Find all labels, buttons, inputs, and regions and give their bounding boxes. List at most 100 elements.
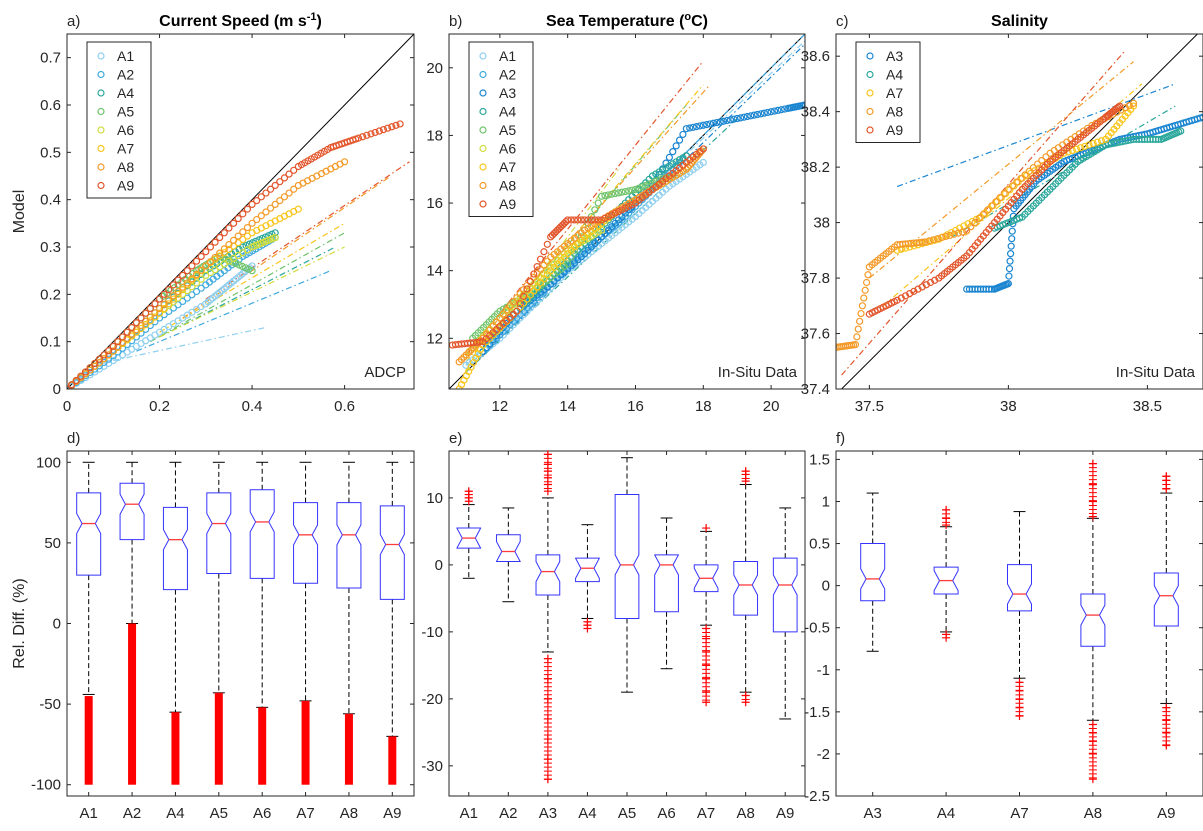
data-point — [954, 229, 962, 237]
data-point — [555, 224, 563, 233]
data-point — [169, 292, 178, 300]
legend-marker-A8 — [479, 181, 487, 190]
outlier-marker — [543, 756, 552, 763]
box-A2: A2 — [119, 451, 145, 822]
legend-label: A1 — [499, 48, 516, 64]
fit-line-A9 — [205, 161, 410, 300]
data-point — [197, 284, 205, 292]
data-point — [105, 355, 113, 363]
box-A5: A5 — [206, 451, 232, 822]
data-point — [266, 204, 275, 212]
data-point — [713, 118, 721, 127]
data-point — [91, 362, 99, 370]
data-point — [216, 249, 224, 257]
box-body — [1153, 572, 1179, 627]
data-point — [367, 130, 375, 138]
y-tick-label: 0.6 — [40, 97, 61, 114]
box-A9: A9 — [772, 451, 798, 822]
plot-area — [67, 34, 414, 389]
y-tick-label: 20 — [426, 60, 443, 77]
data-point — [81, 368, 90, 376]
legend-label: A4 — [499, 104, 516, 120]
data-point — [86, 366, 94, 374]
legend-label: A4 — [117, 85, 134, 101]
y-tick-label: -1 — [817, 662, 830, 679]
data-point — [689, 123, 697, 131]
fit-line-A3 — [465, 43, 805, 373]
y-tick-label: 100 — [36, 454, 61, 471]
box-A8: A8 — [1080, 451, 1106, 822]
data-point — [1097, 137, 1106, 145]
x-tick-label: A2 — [123, 805, 141, 822]
data-point — [1029, 164, 1038, 172]
box-body — [379, 505, 405, 600]
y-tick-label: 0.5 — [40, 144, 61, 161]
data-point — [733, 114, 741, 123]
legend-marker-A6 — [479, 144, 487, 153]
data-point — [760, 109, 768, 117]
data-point — [1129, 99, 1138, 107]
axes-frame — [448, 33, 806, 390]
outlier-marker — [702, 660, 711, 667]
y-tick-label: -0.5 — [804, 620, 830, 637]
outlier-marker — [1088, 729, 1097, 736]
legend-label: A3 — [499, 85, 516, 101]
data-point — [925, 237, 933, 245]
data-point — [621, 187, 629, 196]
data-point — [858, 302, 867, 310]
box-body — [575, 557, 600, 583]
legend-marker-A6 — [97, 126, 105, 134]
outlier-marker — [543, 776, 552, 783]
data-point — [211, 253, 219, 262]
data-point — [669, 148, 677, 156]
data-point — [276, 197, 284, 205]
data-point — [730, 115, 738, 123]
x-tick-label: A9 — [776, 805, 794, 822]
data-point — [611, 189, 619, 198]
data-point — [1154, 135, 1163, 143]
box-body — [535, 554, 561, 596]
box-panel-4: e) -30 -20 -10 0 10 A1 A2 A3 A4 A5 A6 A7 A8 A9 — [421, 430, 806, 822]
data-point — [1017, 174, 1025, 183]
data-point — [519, 292, 528, 300]
box-A3: A3 — [535, 450, 561, 822]
data-point — [396, 120, 404, 128]
data-point — [587, 216, 596, 224]
data-point — [736, 114, 745, 122]
outlier-marker — [1162, 729, 1171, 736]
data-point — [567, 253, 575, 261]
data-point — [179, 283, 187, 291]
data-point — [618, 206, 626, 214]
box-A9: A9 — [379, 451, 405, 822]
outlier-marker — [1015, 695, 1024, 702]
outlier-band — [301, 700, 310, 785]
data-point — [608, 190, 616, 198]
data-point — [988, 202, 996, 210]
legend-marker-A7 — [866, 89, 874, 97]
outlier-band — [128, 623, 137, 785]
data-point — [781, 105, 789, 113]
fit-line-A9 — [841, 50, 1126, 376]
series-A9 — [865, 102, 1124, 318]
data-point — [601, 192, 609, 200]
data-point — [679, 130, 687, 139]
box-A4: A4 — [162, 451, 188, 822]
x-tick-label: 38 — [1000, 398, 1017, 415]
data-point — [245, 265, 253, 273]
data-point — [699, 158, 707, 167]
box-A8: A8 — [336, 451, 362, 822]
data-point — [753, 110, 762, 119]
x-tick-label: A6 — [253, 805, 271, 822]
data-point — [543, 240, 551, 248]
outlier-marker — [1162, 485, 1171, 492]
data-point — [248, 200, 256, 208]
y-tick-label: -20 — [421, 691, 443, 708]
data-point — [183, 267, 191, 275]
data-point — [971, 218, 979, 227]
legend-marker-A9 — [97, 181, 105, 190]
x-tick-label: A5 — [210, 805, 228, 822]
data-point — [128, 330, 136, 338]
data-point — [608, 211, 616, 219]
data-point — [114, 348, 122, 356]
